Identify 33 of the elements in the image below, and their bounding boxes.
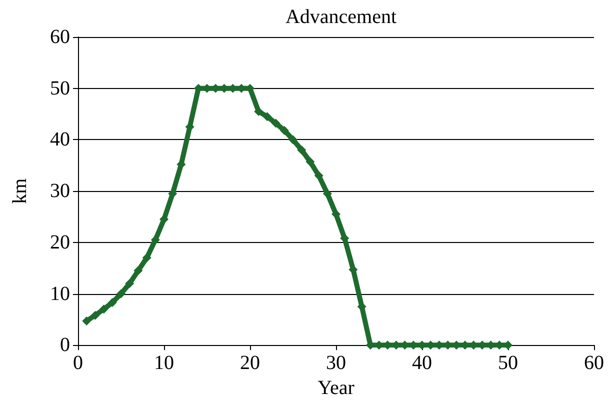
point (125, 278, 134, 288)
point (297, 145, 306, 154)
point (150, 235, 160, 244)
y-tick-label: 60 (50, 26, 70, 48)
point (322, 189, 332, 198)
point (134, 266, 143, 276)
y-tick-label: 20 (50, 231, 70, 254)
point (262, 112, 272, 122)
x-tick-label: 30 (326, 352, 346, 374)
y-tick-label: 30 (50, 180, 70, 202)
y-tick-label: 0 (60, 334, 70, 356)
x-tick-label: 50 (498, 352, 518, 374)
point (90, 310, 100, 320)
point (142, 253, 152, 262)
point (82, 316, 92, 326)
point (116, 289, 126, 298)
point (108, 298, 117, 307)
point (99, 304, 108, 314)
y-axis-title: km (9, 178, 31, 204)
point (271, 118, 280, 128)
point (314, 171, 324, 180)
y-tick-label: 40 (50, 128, 70, 151)
point (288, 135, 298, 144)
y-tick-label: 10 (50, 282, 70, 305)
chart-title: Advancement (285, 6, 397, 28)
point (280, 126, 289, 135)
x-tick-label: 10 (154, 352, 174, 374)
x-tick-label: 60 (584, 352, 604, 374)
x-tick-label: 20 (240, 352, 260, 374)
x-tick-label: 40 (412, 352, 432, 374)
x-axis-title: Year (318, 377, 355, 399)
y-tick-label: 50 (50, 77, 70, 100)
point (306, 157, 315, 166)
